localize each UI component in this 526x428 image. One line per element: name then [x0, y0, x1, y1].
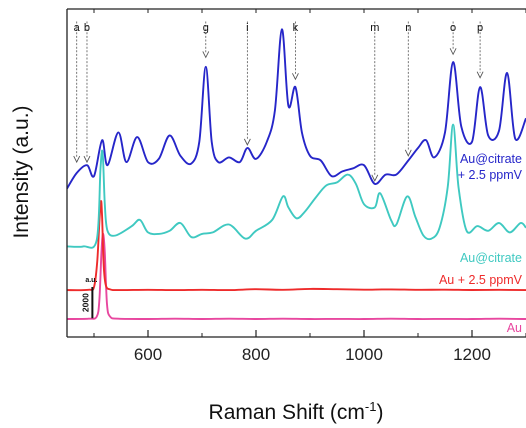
series-layer — [67, 28, 526, 320]
x-axis-title-close: ) — [376, 401, 383, 424]
peak-label-p: p — [477, 22, 483, 34]
series-line-au — [67, 232, 526, 320]
scale-bar-unit: a.u. — [85, 277, 97, 284]
x-axis-title-main: Raman Shift (cm — [209, 401, 365, 424]
series-label-line: Au@citrate — [460, 152, 522, 166]
label-layer: a b g i k m n o p 600 800 1000 1200 2000 a.u. Au Au + 2.… — [74, 22, 523, 364]
peak-label-b: b — [84, 22, 90, 34]
peak-arrowhead-g — [202, 51, 210, 59]
peak-arrowhead-b — [83, 155, 91, 164]
series-label-au-citrate: Au@citrate — [460, 251, 522, 265]
x-tick-label-600: 600 — [134, 345, 162, 364]
peak-label-k: k — [293, 22, 299, 34]
x-axis-title-superscript: -1 — [365, 399, 377, 414]
y-axis-title: Intensity (a.u.) — [10, 105, 33, 238]
peak-label-i: i — [246, 22, 248, 34]
peak-label-g: g — [203, 22, 209, 34]
x-tick-label-1000: 1000 — [345, 345, 383, 364]
series-label-au-citrate-2-5-ppmv: Au@citrate + 2.5 ppmV — [458, 152, 523, 182]
peak-arrowhead-i — [243, 138, 251, 146]
plot-frame — [66, 8, 526, 338]
series-label-line: Au@citrate — [460, 251, 522, 265]
peak-arrowhead-a — [73, 155, 81, 164]
peak-arrowhead-o — [449, 48, 457, 56]
peak-arrowhead-k — [292, 73, 299, 81]
series-label-line: + 2.5 ppmV — [458, 168, 523, 182]
series-label-au: Au — [507, 321, 522, 335]
peak-arrowhead-n — [404, 149, 412, 157]
peak-arrowhead-m — [371, 174, 379, 182]
series-label-au-2-5-ppmv: Au + 2.5 ppmV — [439, 273, 523, 287]
series-line-au-citrate — [67, 123, 526, 249]
peak-marker-layer — [73, 21, 484, 182]
peak-label-a: a — [74, 22, 81, 34]
series-label-line: Au — [507, 321, 522, 335]
scale-bar-value: 2000 — [80, 293, 90, 312]
peak-label-m: m — [370, 22, 379, 34]
x-axis-title: Raman Shift (cm-1) — [209, 399, 384, 424]
x-tick-label-1200: 1200 — [453, 345, 491, 364]
peak-arrowhead-p — [476, 71, 484, 79]
peak-label-o: o — [450, 22, 456, 34]
series-label-line: Au + 2.5 ppmV — [439, 273, 523, 287]
peak-label-n: n — [405, 22, 411, 34]
series-line-au-citrate-2-5-ppmv — [67, 28, 526, 190]
x-tick-label-800: 800 — [242, 345, 270, 364]
